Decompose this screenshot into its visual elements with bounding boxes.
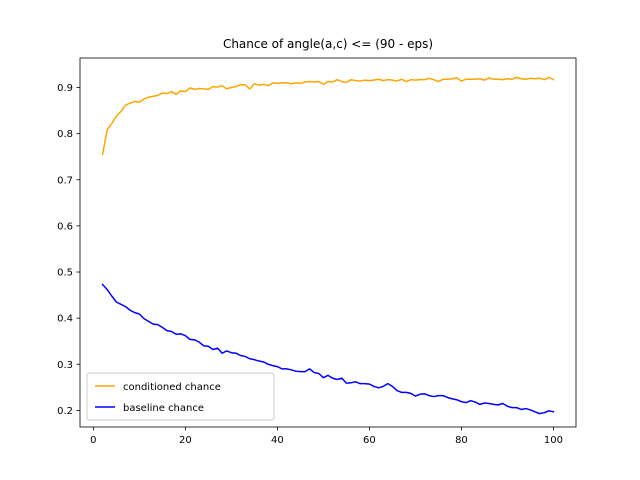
y-tick-label: 0.4 — [57, 314, 73, 325]
plot-area — [101, 76, 555, 415]
x-tick-label: 0 — [90, 435, 96, 446]
legend-box — [86, 372, 275, 421]
axes: 0 20 40 60 80 100 0.2 0.3 0.4 0.5 0.6 0.7 0.8 0.9 — [57, 57, 577, 446]
y-tick-label: 0.2 — [57, 406, 73, 417]
legend: conditioned chance baseline chance — [86, 372, 275, 421]
legend-label-conditioned-chance: conditioned chance — [123, 382, 221, 393]
axes-frame — [79, 57, 577, 428]
y-tick-label: 0.9 — [57, 83, 73, 94]
x-tick-label: 100 — [544, 435, 563, 446]
chart-title: Chance of angle(a,c) <= (90 - eps) — [223, 37, 433, 51]
series-line-baseline-chance — [101, 283, 555, 415]
x-tick-label: 20 — [179, 435, 192, 446]
x-tick-label: 80 — [455, 435, 468, 446]
y-tick-label: 0.5 — [57, 268, 73, 279]
series-line-conditioned-chance — [101, 76, 555, 156]
x-tick-label: 60 — [363, 435, 376, 446]
x-tick-label: 40 — [271, 435, 284, 446]
y-tick-label: 0.7 — [57, 175, 73, 186]
y-tick-label: 0.3 — [57, 360, 73, 371]
y-tick-label: 0.8 — [57, 129, 73, 140]
y-tick-label: 0.6 — [57, 221, 73, 232]
legend-label-baseline-chance: baseline chance — [123, 403, 204, 414]
